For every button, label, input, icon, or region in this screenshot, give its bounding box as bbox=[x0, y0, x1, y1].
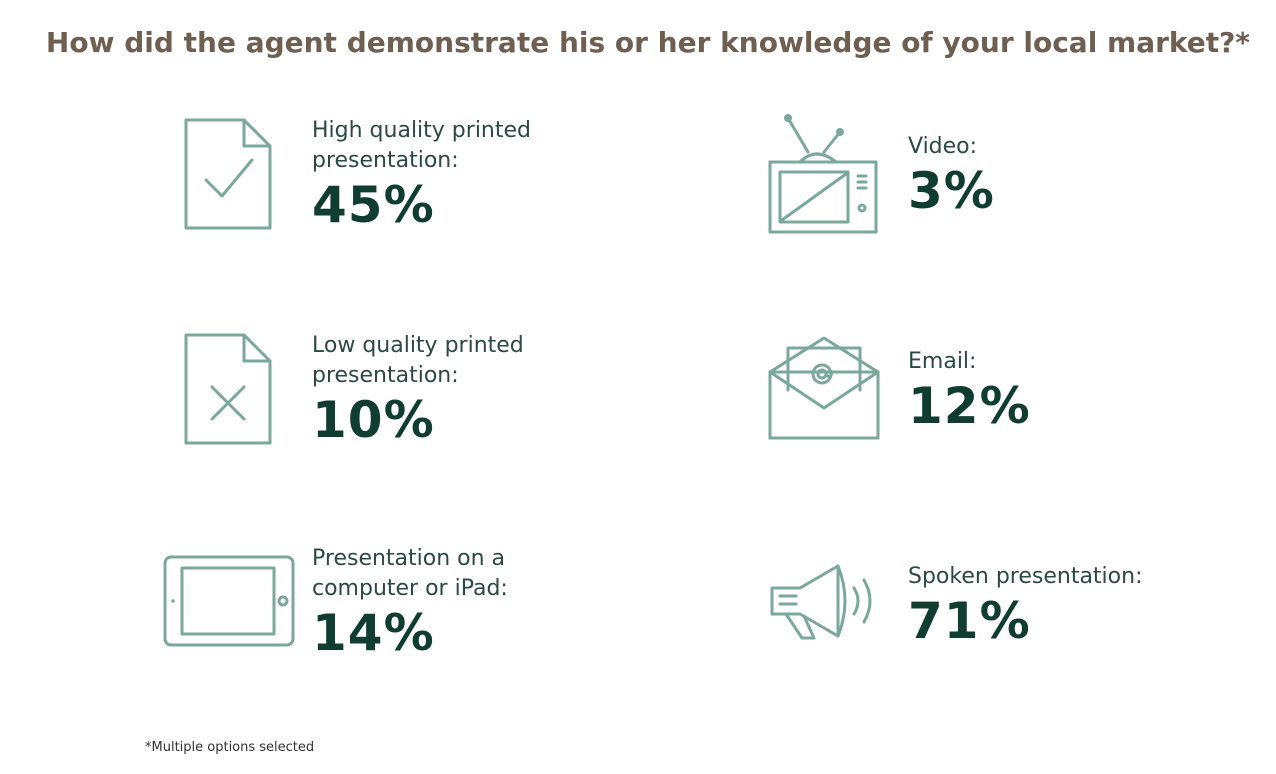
item-value: 10% bbox=[312, 391, 435, 449]
megaphone-icon bbox=[770, 564, 872, 640]
item-value: 12% bbox=[908, 377, 1031, 435]
item-label: Email: bbox=[908, 349, 977, 374]
item-label: Spoken presentation: bbox=[908, 564, 1143, 589]
document-check-icon bbox=[184, 118, 272, 230]
envelope-at-icon bbox=[768, 336, 880, 440]
item-label: Video: bbox=[908, 134, 978, 159]
tv-icon bbox=[768, 114, 878, 234]
document-x-icon bbox=[184, 333, 272, 445]
item-value: 45% bbox=[312, 176, 435, 234]
tablet-icon bbox=[163, 555, 295, 647]
item-label: Low quality printed presentation: bbox=[312, 333, 524, 388]
item-value: 14% bbox=[312, 604, 435, 662]
item-label: High quality printed presentation: bbox=[312, 118, 532, 173]
item-value: 71% bbox=[908, 592, 1031, 650]
item-value: 3% bbox=[908, 162, 995, 220]
footnote: *Multiple options selected bbox=[145, 740, 315, 755]
item-label: Presentation on a computer or iPad: bbox=[312, 546, 508, 601]
chart-title: How did the agent demonstrate his or her… bbox=[45, 26, 1251, 59]
